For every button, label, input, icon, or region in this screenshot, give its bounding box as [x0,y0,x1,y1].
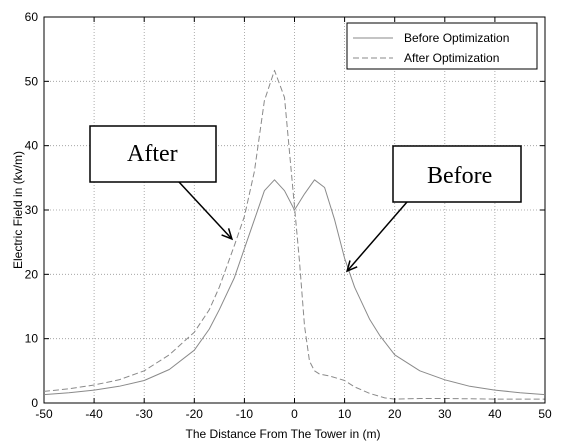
x-tick-label: 0 [291,407,298,421]
y-tick-label: 30 [25,203,39,217]
x-tick-label: 50 [538,407,552,421]
x-tick-label: 20 [388,407,402,421]
x-axis-label: The Distance From The Tower in (m) [186,427,381,441]
callouts: After Before [89,125,522,273]
axis-ticks [43,16,546,404]
series-line-after [43,69,545,400]
legend: Before Optimization After Optimization [346,22,538,70]
legend-box [346,22,538,70]
x-tick-label: 40 [488,407,502,421]
y-tick-label: 50 [25,74,39,88]
callout-arrowhead-after [221,228,234,241]
x-tick-label: -20 [186,407,204,421]
callout-arrowhead-before [345,260,358,273]
x-tick-label: -40 [85,407,103,421]
y-axis-label: Electric Field in (kv/m) [11,151,25,269]
x-tick-label: 30 [438,407,452,421]
callout-label-after: After [127,141,178,167]
callout-arrow-after [178,181,233,240]
series-lines [43,69,546,400]
x-tick-label: 10 [338,407,352,421]
series-line-before [43,179,546,396]
legend-label-before: Before Optimization [404,31,509,45]
y-tick-label: 40 [25,139,39,153]
y-tick-label: 20 [25,267,39,281]
x-tick-label: -50 [35,407,53,421]
x-tick-label: -10 [236,407,254,421]
y-tick-label: 10 [25,332,39,346]
callout-arrow-before [346,201,408,272]
callout-label-before: Before [427,163,492,189]
x-tick-label: -30 [136,407,154,421]
callout-box-after [89,125,217,183]
legend-label-after: After Optimization [404,51,499,65]
y-tick-label: 0 [31,396,38,410]
tick-labels: -50 -40 -30 -20 -10 0 10 20 30 40 50 0 10 20 30 40 50 60 [25,10,552,421]
callout-box-before [392,145,522,203]
y-tick-label: 60 [25,10,39,24]
